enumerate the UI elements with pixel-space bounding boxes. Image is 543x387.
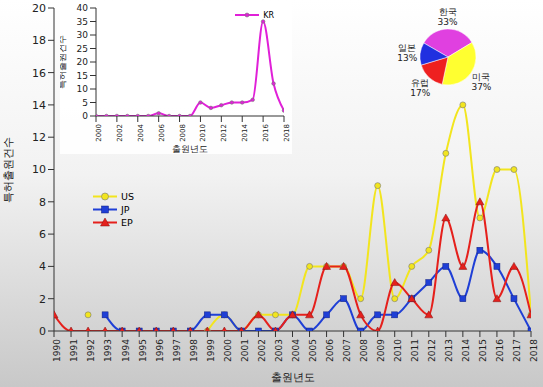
- svg-text:18: 18: [32, 34, 46, 47]
- svg-text:2015: 2015: [478, 339, 488, 362]
- svg-text:2000: 2000: [95, 124, 103, 142]
- svg-text:2010: 2010: [199, 124, 207, 142]
- svg-text:25: 25: [77, 44, 88, 54]
- svg-text:2013: 2013: [444, 339, 454, 362]
- svg-text:10: 10: [77, 84, 89, 94]
- svg-text:한국33%: 한국33%: [438, 7, 458, 27]
- svg-text:2012: 2012: [427, 339, 437, 362]
- svg-text:2006: 2006: [325, 339, 335, 362]
- svg-text:2010: 2010: [393, 339, 403, 362]
- svg-text:1998: 1998: [189, 339, 199, 362]
- svg-text:2014: 2014: [461, 339, 471, 362]
- svg-text:20: 20: [77, 57, 89, 67]
- svg-text:1990: 1990: [52, 339, 62, 362]
- svg-text:일본13%: 일본13%: [397, 43, 417, 63]
- svg-text:2008: 2008: [359, 339, 369, 362]
- svg-text:6: 6: [39, 228, 46, 241]
- svg-text:1992: 1992: [86, 339, 96, 362]
- svg-text:2004: 2004: [137, 123, 145, 141]
- svg-text:2016: 2016: [262, 123, 270, 141]
- svg-text:2005: 2005: [308, 339, 318, 362]
- svg-text:유럽17%: 유럽17%: [410, 78, 430, 98]
- svg-text:1993: 1993: [103, 339, 113, 362]
- svg-text:2002: 2002: [116, 124, 124, 142]
- svg-text:1994: 1994: [121, 339, 131, 362]
- svg-text:0: 0: [82, 111, 88, 121]
- svg-text:출원년도: 출원년도: [172, 144, 208, 154]
- svg-text:1996: 1996: [155, 339, 165, 362]
- svg-text:2011: 2011: [410, 339, 420, 362]
- svg-text:2014: 2014: [241, 123, 249, 141]
- svg-text:8: 8: [39, 196, 46, 209]
- svg-text:4: 4: [39, 260, 46, 273]
- html-text:US: US: [121, 191, 134, 202]
- svg-text:2018: 2018: [283, 124, 291, 142]
- svg-text:10: 10: [32, 163, 46, 176]
- svg-text:2006: 2006: [158, 123, 166, 141]
- svg-text:2008: 2008: [179, 124, 187, 142]
- svg-text:12: 12: [32, 131, 46, 144]
- svg-text:1991: 1991: [69, 339, 79, 362]
- svg-text:1997: 1997: [172, 339, 182, 362]
- svg-text:2017: 2017: [512, 339, 522, 362]
- svg-text:35: 35: [77, 17, 88, 27]
- svg-text:2007: 2007: [342, 339, 352, 362]
- svg-text:15: 15: [77, 71, 88, 81]
- svg-text:30: 30: [77, 30, 89, 40]
- svg-text:1999: 1999: [206, 339, 216, 362]
- html-text:JP: JP: [121, 204, 130, 215]
- svg-text:20: 20: [32, 2, 46, 15]
- svg-text:2002: 2002: [257, 339, 267, 362]
- svg-text:1995: 1995: [138, 339, 148, 362]
- html-text:KR: KR: [263, 10, 274, 20]
- svg-text:40: 40: [77, 3, 89, 13]
- svg-text:특허출원건수: 특허출원건수: [60, 35, 67, 89]
- svg-text:14: 14: [32, 99, 46, 112]
- svg-text:미국37%: 미국37%: [471, 72, 491, 92]
- svg-text:16: 16: [32, 67, 46, 80]
- svg-text:2000: 2000: [223, 339, 233, 362]
- svg-text:0: 0: [39, 325, 46, 338]
- svg-text:2: 2: [39, 293, 46, 306]
- svg-text:출원년도: 출원년도: [271, 371, 315, 384]
- svg-text:2004: 2004: [291, 339, 301, 362]
- html-text:EP: EP: [121, 217, 133, 228]
- svg-text:특허출원건수: 특허출원건수: [8, 137, 15, 203]
- svg-text:2016: 2016: [495, 339, 505, 362]
- svg-text:5: 5: [82, 98, 88, 108]
- svg-text:2012: 2012: [220, 124, 228, 142]
- svg-text:2001: 2001: [240, 339, 250, 362]
- svg-text:2003: 2003: [274, 339, 284, 362]
- svg-text:2018: 2018: [529, 339, 535, 362]
- svg-text:2009: 2009: [376, 339, 386, 362]
